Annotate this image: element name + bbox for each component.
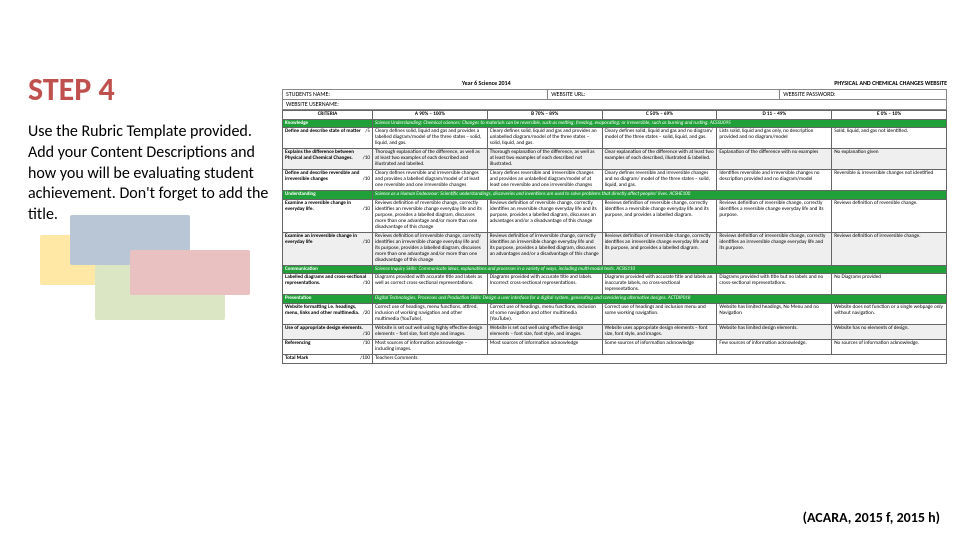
level-b-cell: Cleary defines solid, liquid and gas and… (487, 128, 602, 149)
level-e-cell: No explanation given (832, 149, 947, 170)
section-descriptor: Science as a Human Endeavour: Scientific… (373, 191, 947, 200)
section-header-row: PresentationDigital Technologies, Proces… (283, 295, 947, 304)
level-c-cell: Correct use of headings and inclusion me… (602, 303, 717, 324)
criteria-cell: Examine a reversible change in everyday … (283, 199, 373, 232)
col-a: A 90% – 100% (373, 110, 488, 119)
level-b-cell: Most sources of information acknowledge (487, 339, 602, 354)
section-descriptor: Science Inquiry Skills: Communicate idea… (373, 265, 947, 274)
criteria-cell: Labelled diagrams and cross-sectional re… (283, 274, 373, 295)
col-c: C 50% – 69% (602, 110, 717, 119)
criteria-cell: Website formatting i.e. headings, menu, … (283, 303, 373, 324)
section-name: Communication (283, 265, 373, 274)
rubric-year: Year 6 Science 2014 (462, 80, 511, 87)
level-c-cell: Reviews definition of reversible change,… (602, 199, 717, 232)
rubric-table-container: Year 6 Science 2014 PHYSICAL AND CHEMICA… (282, 80, 947, 364)
level-c-cell: Diagrams provided with accurate title an… (602, 274, 717, 295)
level-d-cell: Lists solid, liquid and gas only, no des… (717, 128, 832, 149)
level-a-cell: Reviews definition of irreversible chang… (373, 232, 488, 265)
level-c-cell: Some sources of information acknowledge (602, 339, 717, 354)
level-a-cell: Thorough explanation of the difference, … (373, 149, 488, 170)
col-e: E 0% – 10% (832, 110, 947, 119)
col-b: B 70% – 89% (487, 110, 602, 119)
level-d-cell: Reviews definition of reversible change,… (717, 199, 832, 232)
criteria-row: Use of appropriate design elements./10We… (283, 324, 947, 339)
rubric-title: PHYSICAL AND CHEMICAL CHANGES WEBSITE (834, 80, 947, 87)
website-username-label: WEBSITE USERNAME: (283, 100, 548, 109)
criteria-cell: Define and describe reversible and irrev… (283, 170, 373, 191)
level-d-cell: Few sources of information acknowledge. (717, 339, 832, 354)
total-mark-row: Total Mark/100Teachers Comments (283, 354, 947, 363)
level-c-cell: Cleary defines solid, liquid and gas and… (602, 128, 717, 149)
criteria-row: Website formatting i.e. headings, menu, … (283, 303, 947, 324)
criteria-row: Labelled diagrams and cross-sectional re… (283, 274, 947, 295)
level-d-cell: Website has limited design elements. (717, 324, 832, 339)
level-e-cell: No sources of information acknowledge. (832, 339, 947, 354)
level-c-cell: Clear explanation of the difference with… (602, 149, 717, 170)
rubric-table: CRITERIA A 90% – 100% B 70% – 89% C 50% … (282, 110, 947, 364)
level-e-cell: Reviews definition of reversible change. (832, 199, 947, 232)
step-body: Use the Rubric Template provided. Add yo… (28, 122, 270, 226)
level-a-cell: Diagrams provided with accurate title an… (373, 274, 488, 295)
level-a-cell: Cleary defines solid, liquid and gas and… (373, 128, 488, 149)
level-e-cell: No Diagrams provided (832, 274, 947, 295)
rubric-meta-row-1: STUDENTS NAME: WEBSITE URL: WEBSITE PASS… (282, 89, 947, 100)
level-e-cell: Solid, liquid, and gas not identified. (832, 128, 947, 149)
level-d-cell: Explanation of the difference with no ex… (717, 149, 832, 170)
level-e-cell: Website has no elements of design. (832, 324, 947, 339)
website-password-label: WEBSITE PASSWORD: (780, 90, 946, 99)
criteria-row: Referencing/10Most sources of informatio… (283, 339, 947, 354)
level-b-cell: Correct use of headings, menu functions,… (487, 303, 602, 324)
students-name-label: STUDENTS NAME: (283, 90, 548, 99)
level-a-cell: Correct use of headings, menu functions,… (373, 303, 488, 324)
level-a-cell: Reviews definition of reversible change,… (373, 199, 488, 232)
level-b-cell: Thorough explanation of the difference, … (487, 149, 602, 170)
level-d-cell: Website has limited headings, No Menu an… (717, 303, 832, 324)
rubric-meta-row-2: WEBSITE USERNAME: (282, 100, 947, 110)
teachers-comments-label: Teachers Comments (373, 354, 947, 363)
column-header-row: CRITERIA A 90% – 100% B 70% – 89% C 50% … (283, 110, 947, 119)
level-d-cell: Reviews definition of irreversible chang… (717, 232, 832, 265)
level-b-cell: Website is set out well using effective … (487, 324, 602, 339)
citation: (ACARA, 2015 f, 2015 h) (803, 509, 940, 526)
level-a-cell: Most sources of information acknowledge … (373, 339, 488, 354)
criteria-row: Examine a reversible change in everyday … (283, 199, 947, 232)
col-d: D 11 – 49% (717, 110, 832, 119)
level-e-cell: Website does not function or a single we… (832, 303, 947, 324)
level-b-cell: Diagrams provided with accurate title an… (487, 274, 602, 295)
level-d-cell: Diagrams provided with title but no labe… (717, 274, 832, 295)
criteria-cell: Use of appropriate design elements./10 (283, 324, 373, 339)
section-name: Knowledge (283, 119, 373, 128)
level-c-cell: Reviews definition of irreversible chang… (602, 232, 717, 265)
section-header-row: CommunicationScience Inquiry Skills: Com… (283, 265, 947, 274)
level-b-cell: Reviews definition of irreversible chang… (487, 232, 602, 265)
level-b-cell: Cleary defines reversible and irreversib… (487, 170, 602, 191)
criteria-row: Explains the difference between Physical… (283, 149, 947, 170)
col-criteria: CRITERIA (283, 110, 373, 119)
level-c-cell: Cleary defines reversible and irreversib… (602, 170, 717, 191)
level-d-cell: Identifies reversible and irreversible c… (717, 170, 832, 191)
level-b-cell: Reviews definition of reversible change,… (487, 199, 602, 232)
criteria-row: Define and describe state of matter/5Cle… (283, 128, 947, 149)
criteria-row: Examine an irreversible change in everyd… (283, 232, 947, 265)
level-a-cell: Website is set out well using highly eff… (373, 324, 488, 339)
level-a-cell: Cleary defines reversible and irreversib… (373, 170, 488, 191)
website-url-label: WEBSITE URL: (548, 90, 780, 99)
level-c-cell: Website uses appropriate design elements… (602, 324, 717, 339)
section-header-row: KnowledgeScience Understanding: Chemical… (283, 119, 947, 128)
criteria-cell: Explains the difference between Physical… (283, 149, 373, 170)
level-e-cell: Reviews definition of irreversible chang… (832, 232, 947, 265)
section-descriptor: Digital Technologies, Processes and Prod… (373, 295, 947, 304)
criteria-cell: Referencing/10 (283, 339, 373, 354)
level-e-cell: Reversible & irreversible changes not id… (832, 170, 947, 191)
criteria-cell: Examine an irreversible change in everyd… (283, 232, 373, 265)
criteria-row: Define and describe reversible and irrev… (283, 170, 947, 191)
section-descriptor: Science Understanding: Chemical sciences… (373, 119, 947, 128)
total-mark-label: Total Mark/100 (283, 354, 373, 363)
step-title: STEP 4 (28, 70, 115, 109)
section-header-row: UnderstandingScience as a Human Endeavou… (283, 191, 947, 200)
criteria-cell: Define and describe state of matter/5 (283, 128, 373, 149)
section-name: Presentation (283, 295, 373, 304)
section-name: Understanding (283, 191, 373, 200)
